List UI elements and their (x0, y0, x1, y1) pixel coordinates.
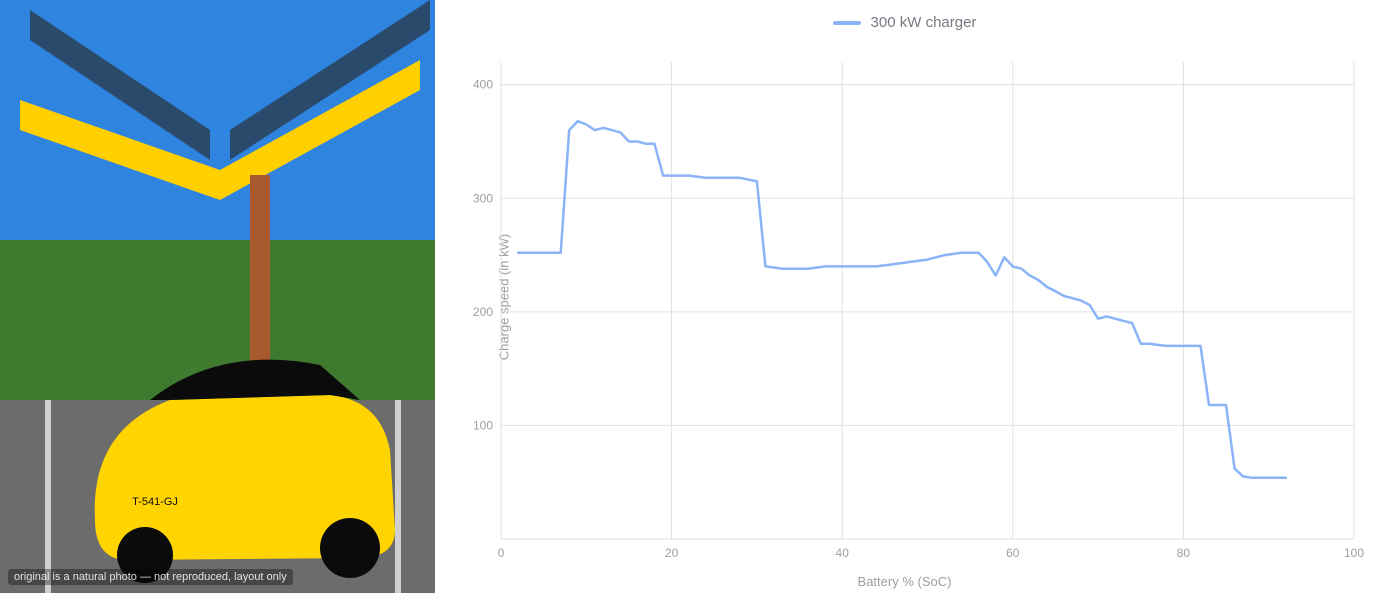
x-tick-label: 0 (498, 546, 505, 560)
photo-svg: T-541-GJ (0, 0, 435, 593)
series-line (518, 121, 1286, 478)
chart-grid (501, 62, 1354, 539)
charge-curve-chart: 300 kW charger Charge speed (in kW) Batt… (435, 0, 1374, 593)
lot-line (395, 400, 401, 593)
y-tick-label: 300 (473, 191, 493, 205)
chart-plot: 0 20 40 60 80 100 100 200 300 400 (435, 0, 1374, 593)
lot-line (45, 400, 51, 593)
x-tick-label: 60 (1006, 546, 1020, 560)
wheel (320, 518, 380, 578)
x-tick-label: 80 (1177, 546, 1191, 560)
x-tick-label: 20 (665, 546, 679, 560)
y-tick-label: 200 (473, 305, 493, 319)
x-tick-label: 40 (836, 546, 850, 560)
photo-placeholder-note: original is a natural photo — not reprod… (8, 569, 293, 585)
page-root: T-541-GJ original is a natural photo — n… (0, 0, 1374, 593)
y-tick-label: 400 (473, 78, 493, 92)
license-plate-text: T-541-GJ (132, 496, 178, 508)
ev-charging-photo-placeholder: T-541-GJ original is a natural photo — n… (0, 0, 435, 593)
y-tick-label: 100 (473, 418, 493, 432)
x-tick-label: 100 (1344, 546, 1364, 560)
